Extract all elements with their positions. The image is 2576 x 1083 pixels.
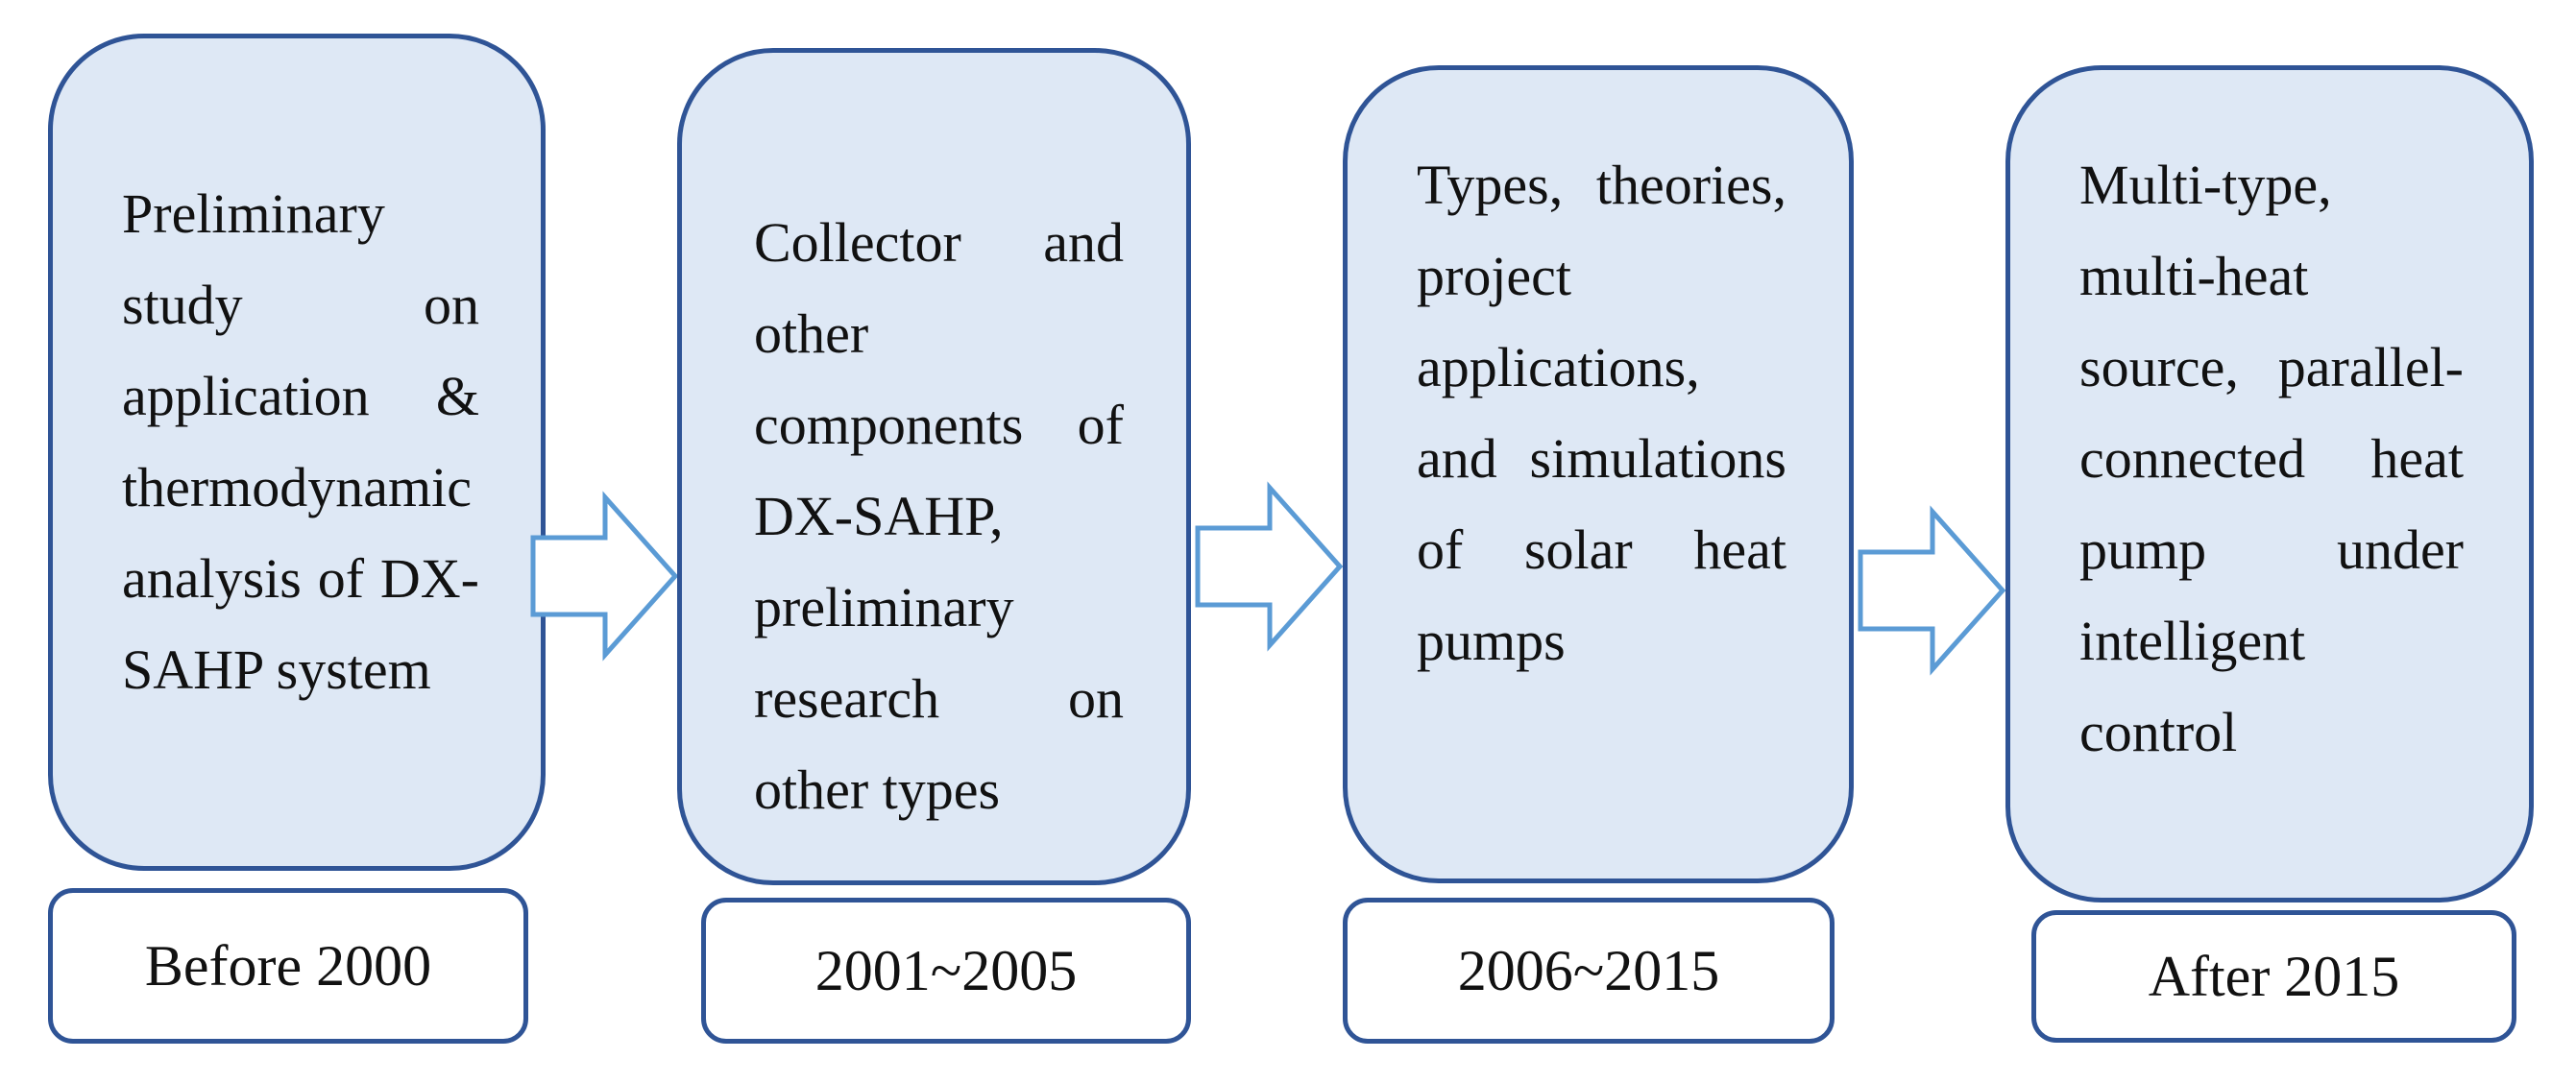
stage-2-period: 2001~2005 bbox=[701, 898, 1191, 1044]
stage-1-description: Preliminary study on application & therm… bbox=[122, 182, 479, 701]
stage-1-period: Before 2000 bbox=[48, 888, 528, 1044]
stage-4-box: Multi-type, multi-heat source, parallel-… bbox=[2005, 65, 2534, 902]
stage-2-description: Collector and other components of DX-SAH… bbox=[754, 211, 1124, 821]
arrow-right-icon bbox=[1858, 505, 2006, 676]
arrow-right-icon bbox=[1195, 481, 1344, 652]
stage-3-box: Types, theories, project applications, a… bbox=[1343, 65, 1854, 883]
stage-1-box: Preliminary study on application & therm… bbox=[48, 34, 546, 871]
arrow-right-icon bbox=[530, 491, 679, 662]
stage-2-box: Collector and other components of DX-SAH… bbox=[677, 48, 1191, 885]
stage-3-period: 2006~2015 bbox=[1343, 898, 1835, 1044]
stage-3-description: Types, theories, project applications, a… bbox=[1417, 154, 1786, 672]
stage-4-description: Multi-type, multi-heat source, parallel-… bbox=[2079, 154, 2464, 763]
stage-4-period: After 2015 bbox=[2031, 910, 2516, 1043]
